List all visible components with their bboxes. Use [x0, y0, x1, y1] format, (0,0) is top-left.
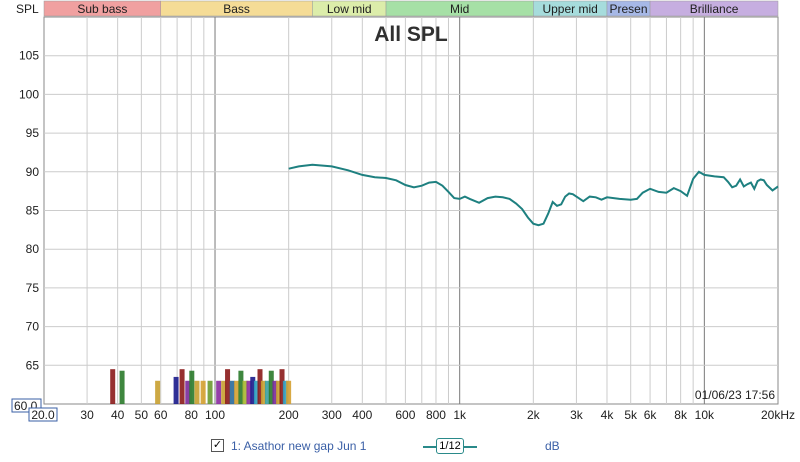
x-tick-label: 400 — [352, 408, 372, 422]
y-tick-label: 100 — [19, 87, 39, 101]
x-min-box — [28, 407, 58, 422]
x-tick-label: 800 — [426, 408, 446, 422]
peak-bar-8 — [200, 380, 206, 404]
band-label-2: Low mid — [327, 2, 372, 16]
y-tick-label: 95 — [26, 126, 40, 140]
peak-bar-25 — [276, 380, 282, 404]
peak-bar-24 — [272, 380, 278, 404]
peak-bar-19 — [253, 380, 259, 404]
x-tick-label: 4k — [601, 408, 615, 422]
x-tick-label: 1k — [453, 408, 467, 422]
legend-footer: ✓ 1: Asathor new gap Jun 1 1/12 dB — [0, 437, 800, 457]
x-tick-label: 10k — [695, 408, 715, 422]
y-tick-label: 90 — [26, 165, 40, 179]
peak-bar-11 — [221, 380, 227, 404]
band-label-4: Upper mid — [542, 2, 597, 16]
unit-label: dB — [545, 439, 560, 453]
frequency-bands: Sub bass Bass Low mid Mid Upper mid Presen Bri… — [43, 0, 779, 17]
y-axis-label: SPL — [16, 2, 39, 16]
band-label-6: Brilliance — [690, 2, 739, 16]
y-tick-label: 80 — [26, 242, 40, 256]
peak-bar-10 — [216, 380, 222, 404]
smoothing-control[interactable]: 1/12 — [423, 437, 477, 455]
peak-bar-20 — [257, 369, 263, 404]
peak-bar-28 — [286, 380, 292, 404]
band-label-1: Bass — [223, 2, 250, 16]
x-tick-label: 40 — [111, 408, 125, 422]
x-tick-label: 200 — [279, 408, 299, 422]
peak-bar-12 — [225, 369, 231, 404]
timestamp: 01/06/23 17:56 — [695, 388, 775, 402]
peak-bar-6 — [189, 370, 195, 404]
grid — [44, 17, 778, 404]
y-tick-label: 70 — [26, 320, 40, 334]
x-tick-label: 20.0 — [31, 408, 55, 422]
band-6 — [649, 0, 779, 17]
peak-bar-17 — [246, 380, 252, 404]
peak-bar-0 — [110, 369, 116, 404]
peak-bar-9 — [207, 380, 213, 404]
peak-bar-23 — [268, 370, 274, 404]
peak-bar-1 — [119, 370, 125, 404]
x-tick-label: 600 — [395, 408, 415, 422]
peak-bar-16 — [242, 380, 248, 404]
y-tick-label: 65 — [26, 358, 40, 372]
x-tick-label: 100 — [205, 408, 225, 422]
peak-bar-27 — [282, 380, 288, 404]
x-tick-label: 80 — [185, 408, 199, 422]
band-label-5: Presen — [610, 2, 648, 16]
peak-bar-14 — [234, 380, 240, 404]
series-checkbox[interactable]: ✓ — [211, 439, 224, 452]
peak-bar-5 — [185, 380, 191, 404]
peak-bar-7 — [194, 380, 200, 404]
x-tick-label: 6k — [644, 408, 658, 422]
x-tick-label: 30 — [80, 408, 94, 422]
peak-bar-2 — [155, 380, 161, 404]
x-tick-label: 2k — [527, 408, 541, 422]
band-label-0: Sub bass — [77, 2, 127, 16]
y-tick-label: 105 — [19, 49, 39, 63]
peak-bar-22 — [264, 380, 270, 404]
peak-bar-26 — [279, 369, 285, 404]
x-tick-label: 20kHz — [761, 408, 795, 422]
x-tick-label: 5k — [624, 408, 638, 422]
series-label[interactable]: 1: Asathor new gap Jun 1 — [231, 439, 367, 453]
peak-markers — [110, 369, 292, 404]
x-tick-label: 60 — [154, 408, 168, 422]
x-ticks: 20.0 30 40 50 60 80 100 200 300 400 600 800 1k 2k 3k 4k… — [28, 407, 795, 422]
y-tick-label: 85 — [26, 204, 40, 218]
x-tick-label: 300 — [322, 408, 342, 422]
y-tick-label: 75 — [26, 281, 40, 295]
peak-bar-15 — [238, 370, 244, 404]
series-line-asathor — [288, 163, 779, 227]
peak-bar-4 — [179, 369, 185, 404]
x-tick-label: 3k — [570, 408, 584, 422]
peak-bar-18 — [250, 376, 256, 404]
peak-bar-13 — [229, 380, 235, 404]
x-tick-label: 50 — [135, 408, 149, 422]
peak-bar-21 — [260, 380, 266, 404]
x-tick-label: 8k — [674, 408, 688, 422]
band-label-3: Mid — [450, 2, 469, 16]
chart-title: All SPL — [374, 23, 448, 46]
smoothing-value: 1/12 — [436, 438, 464, 454]
peak-bar-3 — [173, 376, 179, 404]
